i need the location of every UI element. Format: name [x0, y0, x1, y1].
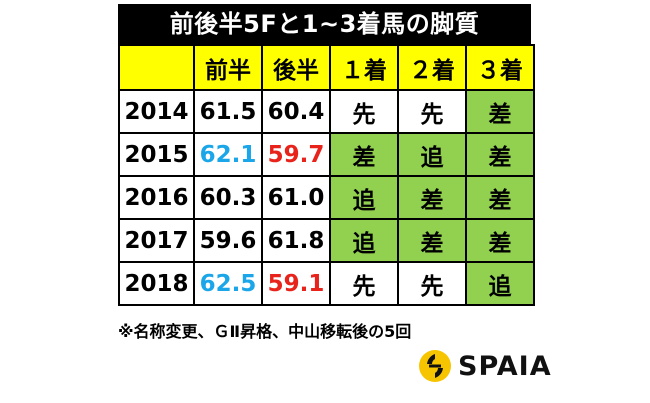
spaia-logo: SPAIA: [418, 346, 552, 386]
running-style-cell-3: 差: [465, 132, 535, 177]
table-title: 前後半5Fと1~3着馬の脚質: [118, 4, 531, 44]
year-cell: 2016: [118, 175, 195, 220]
running-style-cell-1: 追: [329, 218, 399, 263]
footnote: ※名称変更、ＧⅡ昇格、中山移転後の5回: [118, 322, 412, 341]
pace-table: 前半 後半 １着 ２着 ３着 2014 61.5 60.4 先先差 2015 62.1 59…: [118, 44, 535, 306]
table-row: 2015 62.1 59.7 差追差: [118, 132, 535, 177]
first-half-time-cell: 62.1: [193, 132, 263, 177]
running-style-cell-2: 差: [397, 218, 467, 263]
year-cell: 2014: [118, 89, 195, 134]
running-style-cell-1: 追: [329, 175, 399, 220]
first-half-time-cell: 61.5: [193, 89, 263, 134]
second-half-time-cell: 59.1: [261, 261, 331, 306]
second-half-time-cell: 61.0: [261, 175, 331, 220]
table-row: 2018 62.5 59.1 先先追: [118, 261, 535, 306]
spaia-logo-text: SPAIA: [458, 350, 552, 382]
table-row: 2014 61.5 60.4 先先差: [118, 89, 535, 134]
header-cell-first-half: 前半: [193, 44, 263, 91]
running-style-cell-1: 差: [329, 132, 399, 177]
first-half-time-cell: 59.6: [193, 218, 263, 263]
table-row: 2017 59.6 61.8 追差差: [118, 218, 535, 263]
header-cell-second-half: 後半: [261, 44, 331, 91]
running-style-cell-3: 差: [465, 175, 535, 220]
first-half-time-cell: 62.5: [193, 261, 263, 306]
running-style-cell-1: 先: [329, 261, 399, 306]
year-cell: 2015: [118, 132, 195, 177]
second-half-time-cell: 60.4: [261, 89, 331, 134]
spaia-logo-icon: [419, 350, 451, 382]
header-cell-2nd: ２着: [397, 44, 467, 91]
year-cell: 2017: [118, 218, 195, 263]
running-style-cell-3: 差: [465, 89, 535, 134]
header-cell-3rd: ３着: [465, 44, 535, 91]
running-style-cell-2: 差: [397, 175, 467, 220]
second-half-time-cell: 61.8: [261, 218, 331, 263]
running-style-cell-2: 先: [397, 89, 467, 134]
table-row: 2016 60.3 61.0 追差差: [118, 175, 535, 220]
year-cell: 2018: [118, 261, 195, 306]
first-half-time-cell: 60.3: [193, 175, 263, 220]
running-style-cell-1: 先: [329, 89, 399, 134]
running-style-cell-3: 追: [465, 261, 535, 306]
running-style-cell-3: 差: [465, 218, 535, 263]
header-cell-1st: １着: [329, 44, 399, 91]
second-half-time-cell: 59.7: [261, 132, 331, 177]
table-header-row: 前半 後半 １着 ２着 ３着: [118, 44, 535, 91]
running-style-cell-2: 先: [397, 261, 467, 306]
header-cell-corner: [118, 44, 195, 91]
running-style-cell-2: 追: [397, 132, 467, 177]
